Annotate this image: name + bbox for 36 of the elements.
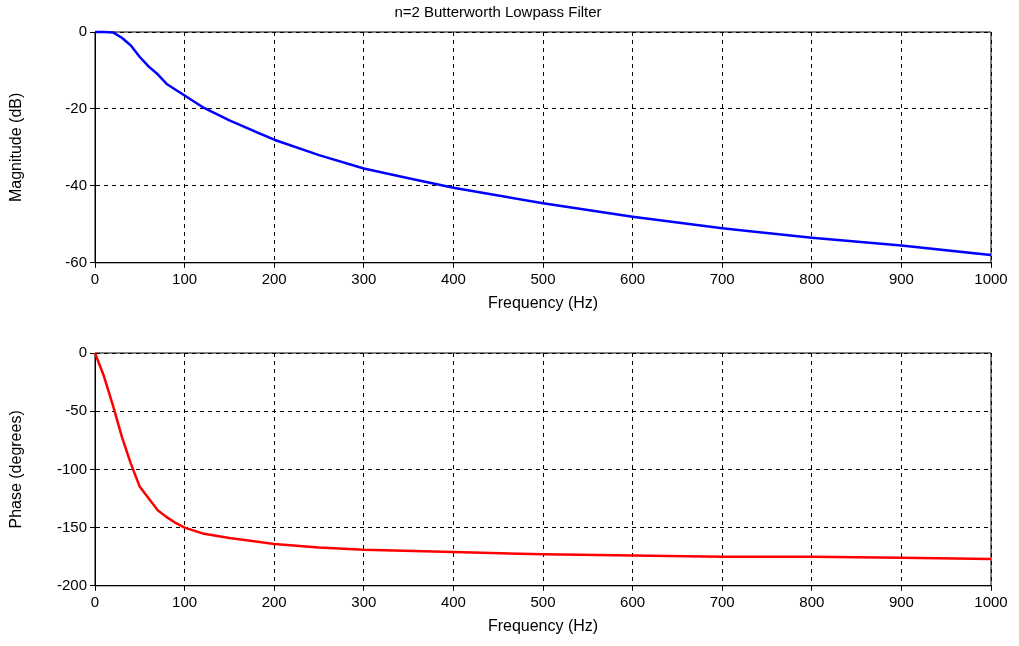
y-tick-label: -150 (56, 517, 87, 535)
y-tick-label: -100 (56, 459, 87, 477)
x-tick-label: 800 (799, 592, 825, 610)
x-tick-label: 1000 (974, 269, 1008, 287)
x-axis-title: Frequency (Hz) (487, 616, 599, 634)
y-tick-label: -200 (56, 575, 87, 593)
y-tick-label: 0 (78, 343, 87, 361)
y-tick-label: -40 (65, 176, 87, 194)
x-tick-label: 600 (620, 269, 646, 287)
x-tick-label: 500 (530, 592, 556, 610)
y-tick-label: 0 (78, 22, 87, 40)
x-tick-label: 900 (888, 269, 914, 287)
x-tick-label: 400 (440, 592, 466, 610)
x-tick-label: 800 (799, 269, 825, 287)
y-axis-title: Phase (degrees) (7, 410, 25, 529)
x-tick-label: 600 (620, 592, 646, 610)
x-tick-label: 500 (530, 269, 556, 287)
x-tick-label: 300 (351, 269, 377, 287)
x-tick-label: 0 (90, 269, 100, 287)
x-tick-label: 200 (261, 592, 287, 610)
x-tick-label: 900 (888, 592, 914, 610)
y-tick-label: -60 (65, 252, 87, 270)
x-tick-label: 100 (172, 592, 198, 610)
x-axis-title: Frequency (Hz) (487, 293, 599, 311)
x-tick-label: 300 (351, 592, 377, 610)
x-tick-label: 700 (709, 269, 735, 287)
x-tick-label: 100 (172, 269, 198, 287)
y-axis-title: Magnitude (dB) (7, 92, 25, 203)
x-tick-label: 1000 (974, 592, 1008, 610)
x-tick-label: 200 (261, 269, 287, 287)
y-tick-label: -50 (65, 401, 87, 419)
x-tick-label: 0 (90, 592, 100, 610)
chart-title: n=2 Butterworth Lowpass Filter (394, 3, 602, 21)
y-tick-label: -20 (65, 99, 87, 117)
x-tick-label: 400 (440, 269, 466, 287)
x-tick-label: 700 (709, 592, 735, 610)
